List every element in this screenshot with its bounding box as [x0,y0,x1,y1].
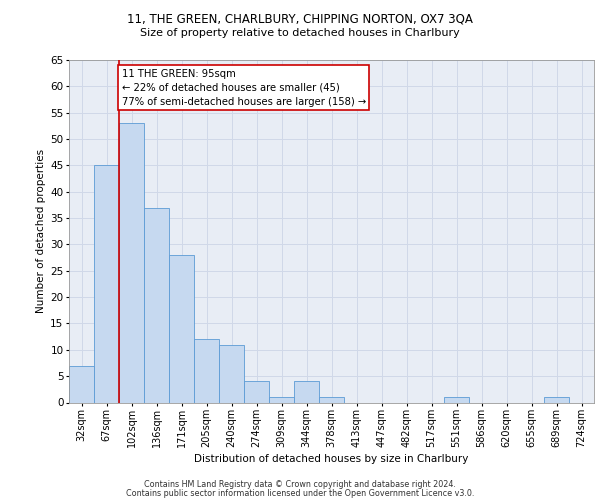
Bar [294,382,319,402]
Bar [544,397,569,402]
Text: Size of property relative to detached houses in Charlbury: Size of property relative to detached ho… [140,28,460,38]
Bar [244,382,269,402]
Text: Contains HM Land Registry data © Crown copyright and database right 2024.: Contains HM Land Registry data © Crown c… [144,480,456,489]
Text: 11 THE GREEN: 95sqm
← 22% of detached houses are smaller (45)
77% of semi-detach: 11 THE GREEN: 95sqm ← 22% of detached ho… [122,68,366,106]
Bar [69,366,94,403]
Bar [194,340,219,402]
Bar [119,123,144,402]
Bar [144,208,169,402]
Bar [269,397,294,402]
Bar [319,397,344,402]
Bar [94,166,119,402]
Bar [444,397,469,402]
Text: 11, THE GREEN, CHARLBURY, CHIPPING NORTON, OX7 3QA: 11, THE GREEN, CHARLBURY, CHIPPING NORTO… [127,12,473,26]
X-axis label: Distribution of detached houses by size in Charlbury: Distribution of detached houses by size … [194,454,469,464]
Y-axis label: Number of detached properties: Number of detached properties [36,149,46,314]
Bar [169,255,194,402]
Text: Contains public sector information licensed under the Open Government Licence v3: Contains public sector information licen… [126,489,474,498]
Bar [219,344,244,403]
